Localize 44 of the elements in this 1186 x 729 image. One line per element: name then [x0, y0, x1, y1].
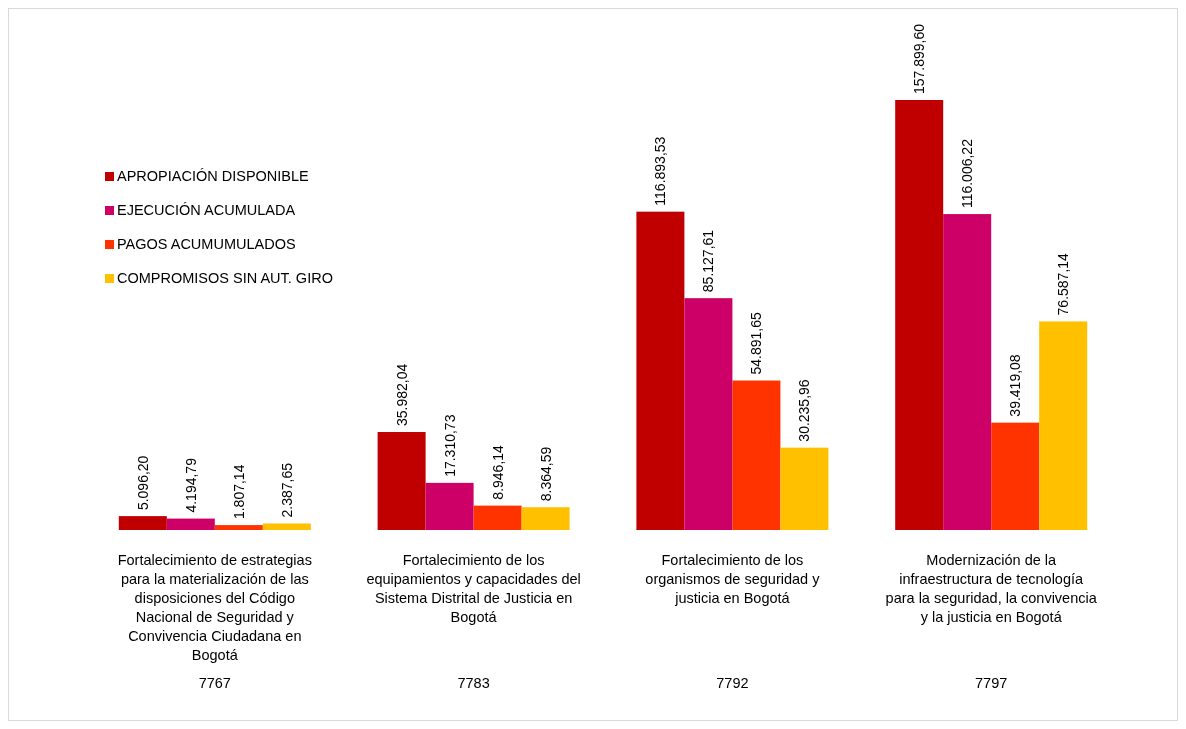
data-label: 54.891,65 — [748, 312, 765, 375]
data-label: 116.893,53 — [652, 136, 669, 206]
bar — [118, 516, 167, 530]
bar — [262, 523, 311, 530]
bar — [943, 214, 992, 530]
text: Fortalecimiento de los organismos de seguridad y justicia en Bogotá — [645, 552, 821, 606]
bar — [521, 507, 570, 530]
data-label: 17.310,73 — [441, 414, 458, 477]
x-tick-label: 7792 — [716, 675, 749, 691]
bar — [991, 422, 1040, 530]
bar — [473, 505, 522, 530]
data-label: 30.235,96 — [796, 379, 813, 442]
legend-label: PAGOS ACUMUMULADOS — [117, 236, 296, 252]
legend-label: EJECUCIÓN ACUMULADA — [117, 202, 296, 218]
x-tick-label: 7767 — [198, 675, 231, 691]
text: Modernización de la infraestructura de tecnología para la seguridad, la convivencia y la justicia en Bogotá — [885, 552, 1098, 625]
x-tick-label: 7783 — [457, 675, 490, 691]
bar — [166, 518, 215, 530]
bar — [214, 525, 263, 530]
bar — [636, 211, 685, 530]
text: Fortalecimiento de los equipamientos y capacidades del Sistema Distrital de Justicia en Bogotá — [366, 552, 581, 625]
bar — [1039, 321, 1088, 530]
data-label: 4.194,79 — [182, 457, 199, 513]
legend-label: APROPIACIÓN DISPONIBLE — [117, 168, 310, 184]
data-label: 85.127,61 — [700, 229, 717, 293]
bar — [425, 482, 474, 530]
data-label: 5.096,20 — [134, 455, 151, 511]
bar — [684, 298, 733, 530]
data-label: 2.387,65 — [278, 462, 295, 518]
data-label: 8.946,14 — [489, 444, 506, 500]
data-label: 157.899,60 — [911, 23, 928, 94]
data-label: 76.587,14 — [1055, 252, 1072, 316]
bar — [377, 432, 426, 530]
bar — [895, 100, 944, 530]
bar — [732, 380, 781, 530]
text: Fortalecimiento de estrategias para la materialización de las disposiciones del Código Nacional de Seguridad y Convivencia Ciudadana en Bogotá — [117, 552, 312, 663]
data-label: 116.006,22 — [959, 138, 976, 209]
data-label: 1.807,14 — [230, 464, 247, 520]
data-label: 8.364,59 — [537, 446, 554, 502]
data-label: 39.419,08 — [1007, 354, 1024, 417]
data-label: 35.982,04 — [393, 363, 410, 427]
x-tick-label: 7797 — [975, 675, 1008, 691]
legend-label: COMPROMISOS SIN AUT. GIRO — [117, 270, 333, 286]
bar — [780, 447, 829, 530]
